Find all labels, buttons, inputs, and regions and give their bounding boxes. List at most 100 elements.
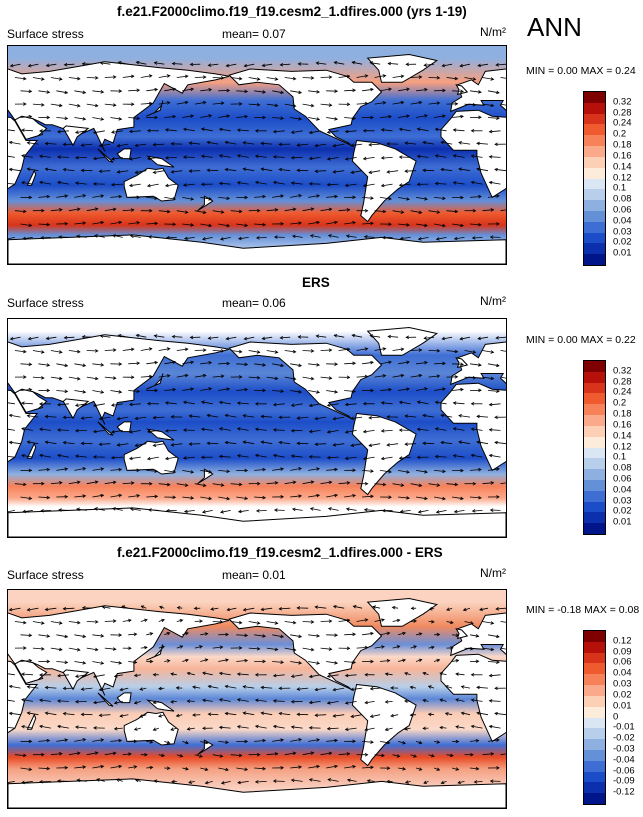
wind-vector-head — [350, 443, 355, 447]
wind-vector — [338, 753, 350, 756]
wind-vector — [68, 208, 80, 212]
wind-vector-head — [92, 156, 97, 161]
wind-vector — [32, 77, 44, 80]
wind-vector-head — [495, 606, 500, 611]
wind-vector-head — [290, 778, 295, 783]
wind-vector — [50, 350, 62, 353]
wind-vector-head — [345, 507, 350, 512]
wind-vector-head — [130, 507, 134, 512]
wind-vector-head — [496, 222, 500, 226]
wind-vector-head — [262, 115, 267, 120]
wind-vector — [315, 687, 327, 691]
wind-vector — [380, 389, 392, 391]
wind-vector-head — [350, 714, 355, 718]
wind-vector — [38, 223, 50, 226]
wind-vector — [469, 634, 479, 637]
wind-vector — [200, 767, 208, 771]
wind-vector-head — [291, 234, 296, 239]
wind-vector-head — [454, 102, 459, 106]
wind-vector — [140, 687, 147, 690]
colorbar-tick-label: 0.2 — [613, 397, 627, 409]
wind-vector-head — [136, 221, 141, 225]
wind-vector — [200, 496, 212, 500]
wind-vector-head — [346, 778, 351, 783]
wind-vector-head — [188, 780, 193, 784]
wind-vector — [254, 90, 266, 93]
colorbar-tick-label: 0.02 — [613, 505, 632, 517]
wind-vector — [164, 389, 176, 391]
wind-vector-head — [470, 129, 475, 133]
land-india — [62, 398, 90, 420]
wind-vector-head — [477, 63, 482, 68]
wind-vector-head — [23, 209, 27, 214]
wind-vector-head — [238, 620, 243, 625]
wind-vector-head — [332, 170, 337, 174]
wind-vector — [182, 361, 194, 365]
wind-vector-head — [128, 456, 133, 461]
wind-vector — [243, 607, 255, 611]
wind-vector — [236, 116, 248, 118]
wind-vector-head — [454, 375, 459, 379]
wind-vector — [104, 103, 116, 106]
colorbar-tick-label: 0.18 — [613, 408, 632, 420]
wind-vector-head — [298, 765, 303, 769]
wind-vector — [352, 334, 363, 338]
wind-vector — [146, 197, 158, 199]
wind-vector-head — [152, 727, 157, 731]
wind-vector — [200, 388, 212, 391]
wind-vector-head — [334, 633, 339, 637]
wind-vector-head — [149, 482, 153, 486]
wind-vector-head — [478, 388, 482, 393]
wind-vector — [496, 607, 506, 610]
wind-vector-head — [130, 347, 135, 352]
wind-vector-head — [326, 430, 331, 434]
wind-vector-head — [344, 727, 349, 732]
wind-vector-head — [272, 673, 277, 678]
wind-vector-head — [26, 711, 31, 716]
wind-vector-head — [58, 208, 63, 212]
wind-vector — [201, 155, 213, 158]
wind-vector — [63, 442, 75, 445]
wind-vector-head — [459, 63, 464, 68]
wind-vector-head — [74, 130, 79, 134]
wind-vector-head — [179, 645, 184, 649]
wind-vector-head — [292, 751, 297, 756]
wind-vector-head — [134, 143, 139, 148]
wind-vector — [308, 661, 320, 664]
land-n_america — [228, 68, 383, 146]
wind-vector-head — [496, 90, 500, 95]
wind-vector-head — [274, 647, 279, 652]
wind-vector — [284, 647, 296, 651]
wind-vector-head — [496, 634, 500, 639]
wind-vector — [452, 634, 459, 636]
wind-vector-head — [496, 363, 500, 368]
wind-vector — [254, 767, 266, 770]
wind-vector-head — [380, 183, 385, 188]
wind-vector-head — [134, 443, 139, 448]
wind-vector-head — [488, 699, 493, 703]
wind-vector — [9, 441, 21, 445]
wind-vector-head — [298, 660, 303, 665]
wind-vector-head — [92, 130, 97, 135]
wind-vector — [104, 481, 116, 485]
wind-vector — [255, 155, 267, 158]
wind-vector-head — [327, 234, 332, 238]
wind-vector-head — [93, 726, 97, 730]
wind-vector — [482, 482, 494, 485]
wind-vector-head — [115, 778, 120, 782]
wind-vector-head — [8, 607, 13, 612]
wind-vector-head — [475, 659, 480, 664]
wind-vector-head — [328, 647, 333, 651]
wind-vector-head — [490, 481, 495, 485]
wind-vector-head — [57, 402, 61, 407]
wind-vector-head — [262, 388, 267, 393]
wind-vector-head — [364, 672, 368, 677]
wind-vector-head — [146, 429, 151, 434]
wind-vector-head — [472, 350, 477, 354]
land-s_america — [351, 683, 417, 767]
wind-vector — [326, 221, 338, 225]
wind-vector-head — [134, 170, 139, 175]
wind-vector — [404, 727, 411, 730]
wind-vector — [369, 443, 381, 447]
wind-vector-head — [152, 443, 157, 447]
